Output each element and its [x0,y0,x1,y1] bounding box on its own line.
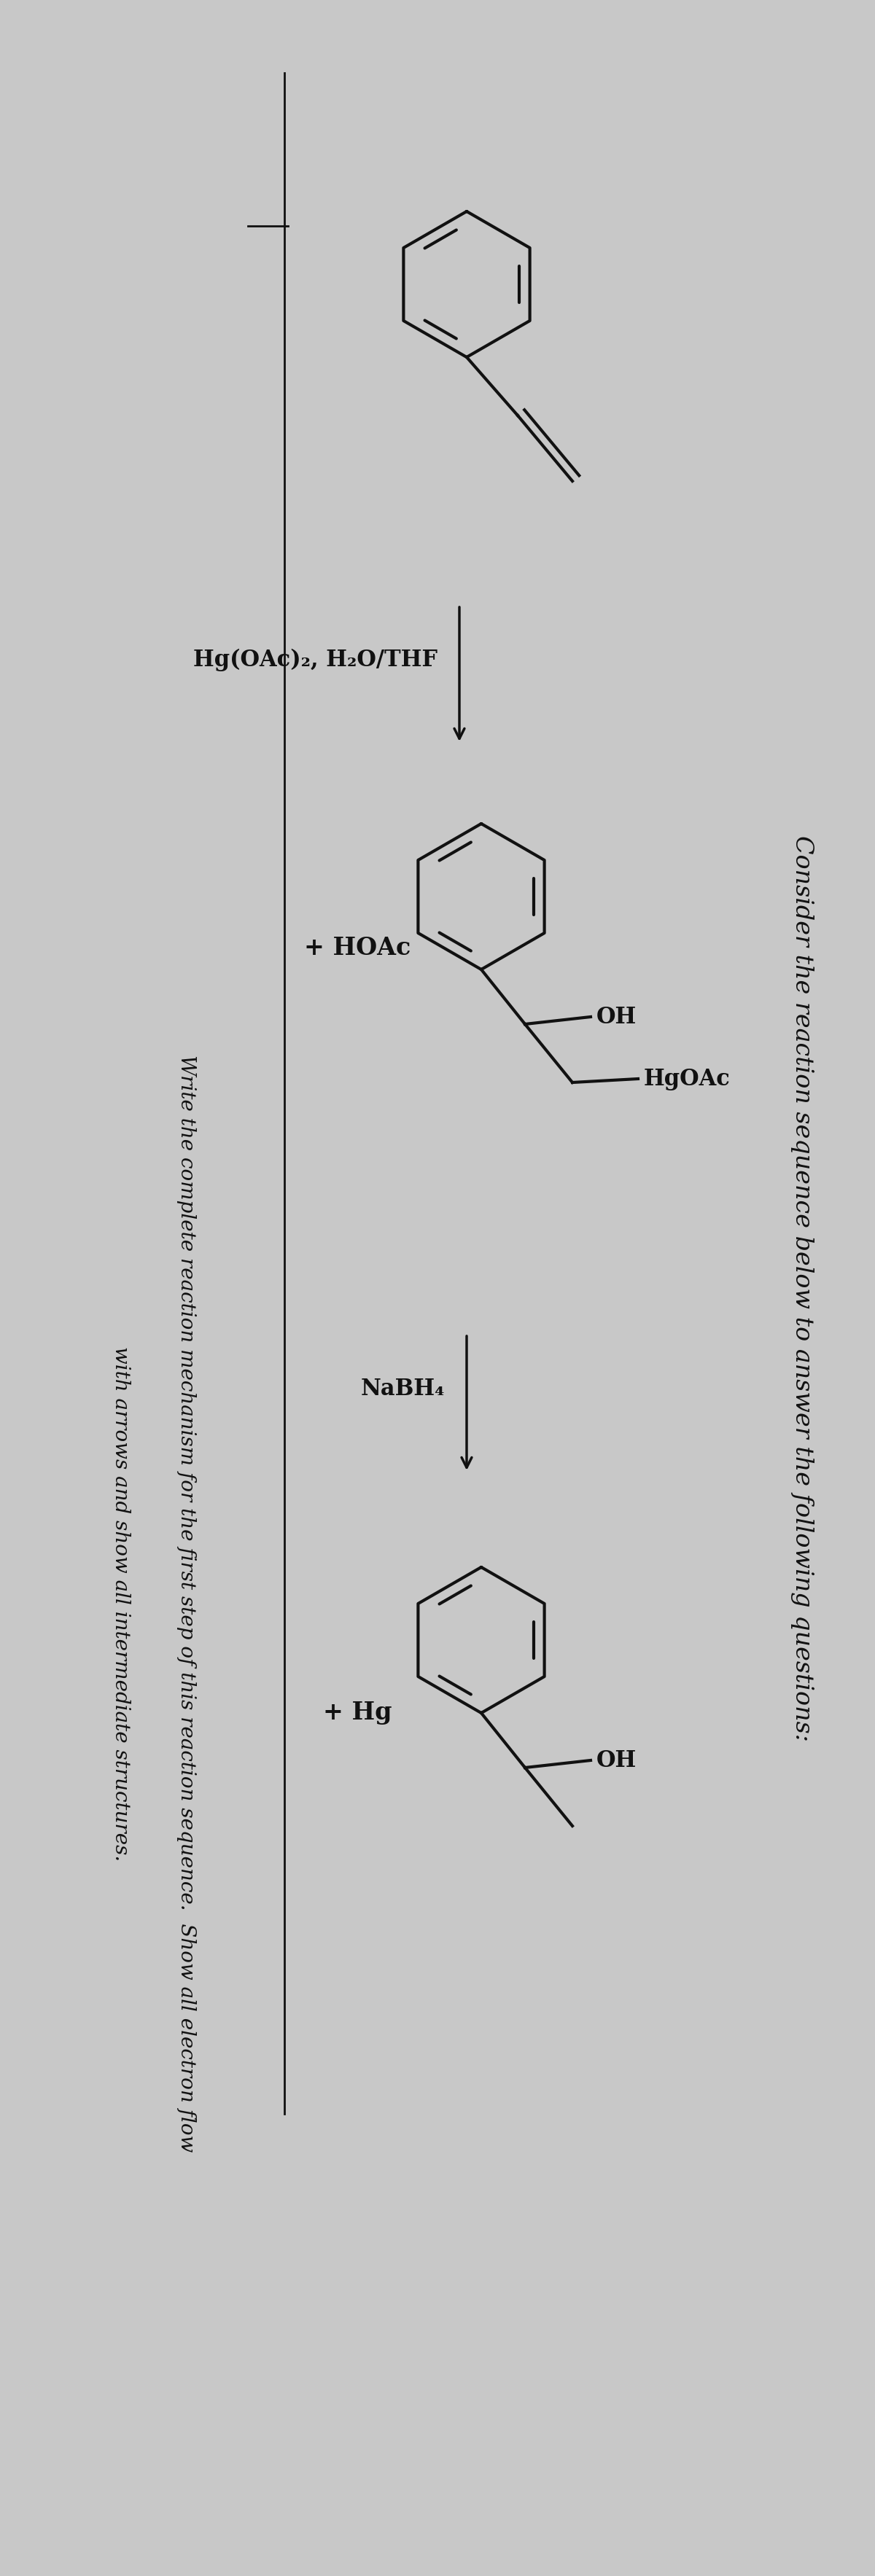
Text: Write the complete reaction mechanism for the first step of this reaction sequen: Write the complete reaction mechanism fo… [176,1056,196,2154]
Text: Consider the reaction sequence below to answer the following questions:: Consider the reaction sequence below to … [790,835,814,1741]
Text: + Hg: + Hg [323,1700,392,1726]
Text: OH: OH [597,1749,637,1772]
Text: with arrows and show all intermediate structures.: with arrows and show all intermediate st… [110,1347,130,1860]
Text: HgOAc: HgOAc [644,1066,731,1090]
Text: + HOAc: + HOAc [304,935,410,961]
Text: OH: OH [597,1005,637,1028]
Text: Hg(OAc)₂, H₂O/THF: Hg(OAc)₂, H₂O/THF [193,649,438,672]
Text: NaBH₄: NaBH₄ [360,1378,444,1399]
